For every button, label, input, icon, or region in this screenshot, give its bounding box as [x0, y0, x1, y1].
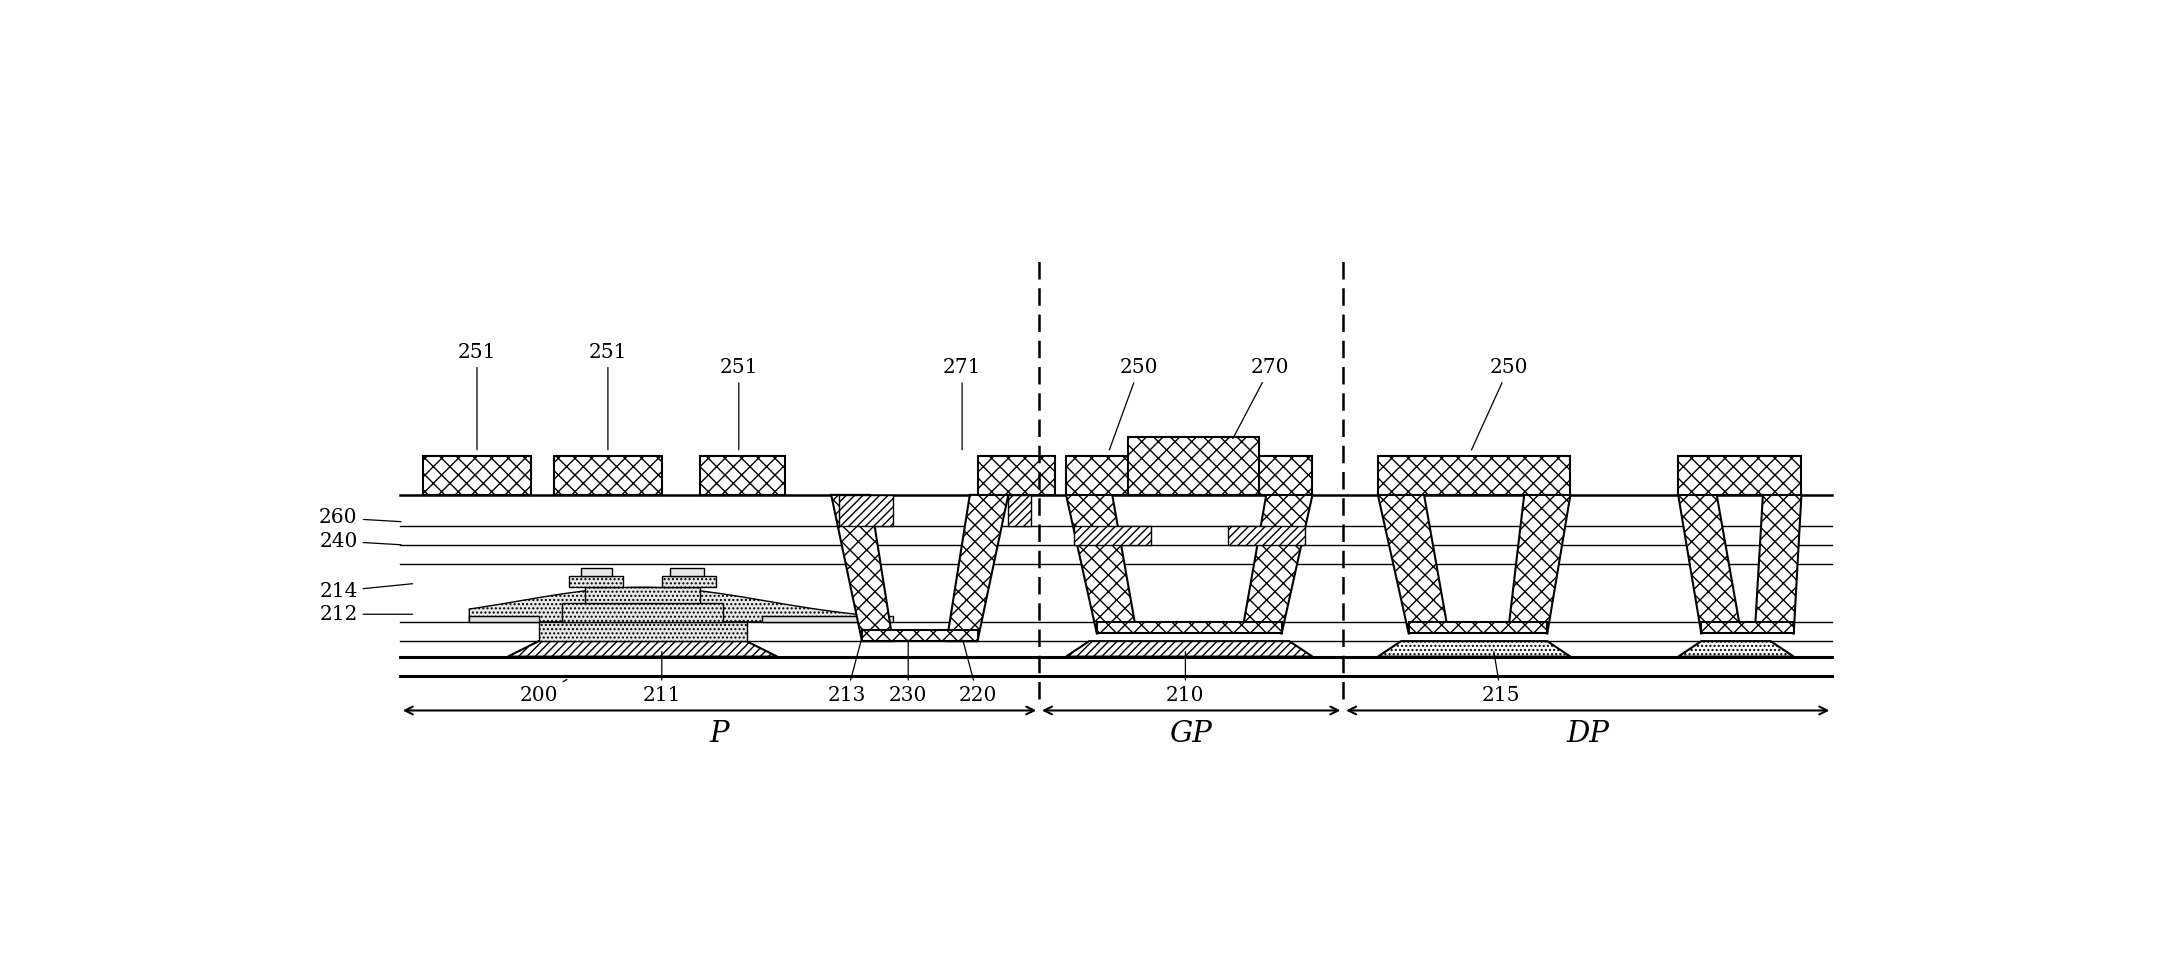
Bar: [1229, 526, 1305, 545]
Text: 240: 240: [319, 532, 402, 550]
Polygon shape: [1678, 495, 1739, 633]
Polygon shape: [508, 641, 777, 657]
Bar: [838, 495, 892, 526]
Bar: [423, 456, 532, 495]
Polygon shape: [1678, 641, 1793, 657]
Text: 250: 250: [1472, 359, 1528, 450]
Polygon shape: [469, 587, 892, 622]
Polygon shape: [1379, 641, 1570, 657]
Text: 210: 210: [1166, 652, 1205, 705]
Polygon shape: [584, 587, 701, 602]
Text: 212: 212: [319, 604, 412, 624]
Text: 250: 250: [1109, 359, 1159, 450]
Bar: [1702, 622, 1793, 633]
Polygon shape: [1754, 495, 1802, 633]
Polygon shape: [469, 616, 538, 622]
Text: 214: 214: [319, 581, 412, 601]
Polygon shape: [1509, 495, 1570, 633]
Bar: [1409, 622, 1548, 633]
Bar: [1075, 526, 1151, 545]
Polygon shape: [947, 495, 1007, 641]
Text: 200: 200: [519, 680, 567, 705]
Text: 211: 211: [643, 652, 682, 705]
Text: 251: 251: [719, 359, 758, 450]
Text: 251: 251: [588, 343, 627, 450]
Text: DP: DP: [1565, 719, 1609, 747]
Text: 271: 271: [942, 359, 981, 450]
Polygon shape: [831, 495, 892, 641]
Polygon shape: [569, 575, 623, 587]
Polygon shape: [762, 616, 892, 622]
Bar: [1678, 456, 1802, 495]
Bar: [1007, 495, 1031, 526]
Polygon shape: [1066, 641, 1313, 657]
Bar: [554, 456, 662, 495]
Bar: [1066, 456, 1313, 495]
Bar: [1096, 622, 1281, 633]
Text: 215: 215: [1483, 652, 1520, 705]
Polygon shape: [1244, 495, 1313, 633]
Polygon shape: [538, 622, 747, 641]
Polygon shape: [562, 602, 723, 622]
Bar: [1379, 456, 1570, 495]
Polygon shape: [582, 568, 612, 575]
Polygon shape: [1379, 495, 1448, 633]
Polygon shape: [662, 575, 716, 587]
Text: 220: 220: [957, 640, 996, 705]
Text: 230: 230: [888, 640, 927, 705]
Bar: [977, 456, 1055, 495]
Polygon shape: [669, 568, 703, 575]
Bar: [862, 630, 977, 641]
Text: P: P: [710, 719, 729, 747]
Bar: [1127, 437, 1259, 495]
Text: 270: 270: [1233, 359, 1290, 438]
Polygon shape: [1066, 495, 1135, 633]
Text: GP: GP: [1170, 719, 1214, 747]
Text: 251: 251: [458, 343, 497, 450]
Bar: [701, 456, 786, 495]
Text: 213: 213: [827, 640, 866, 705]
Text: 260: 260: [319, 509, 402, 527]
